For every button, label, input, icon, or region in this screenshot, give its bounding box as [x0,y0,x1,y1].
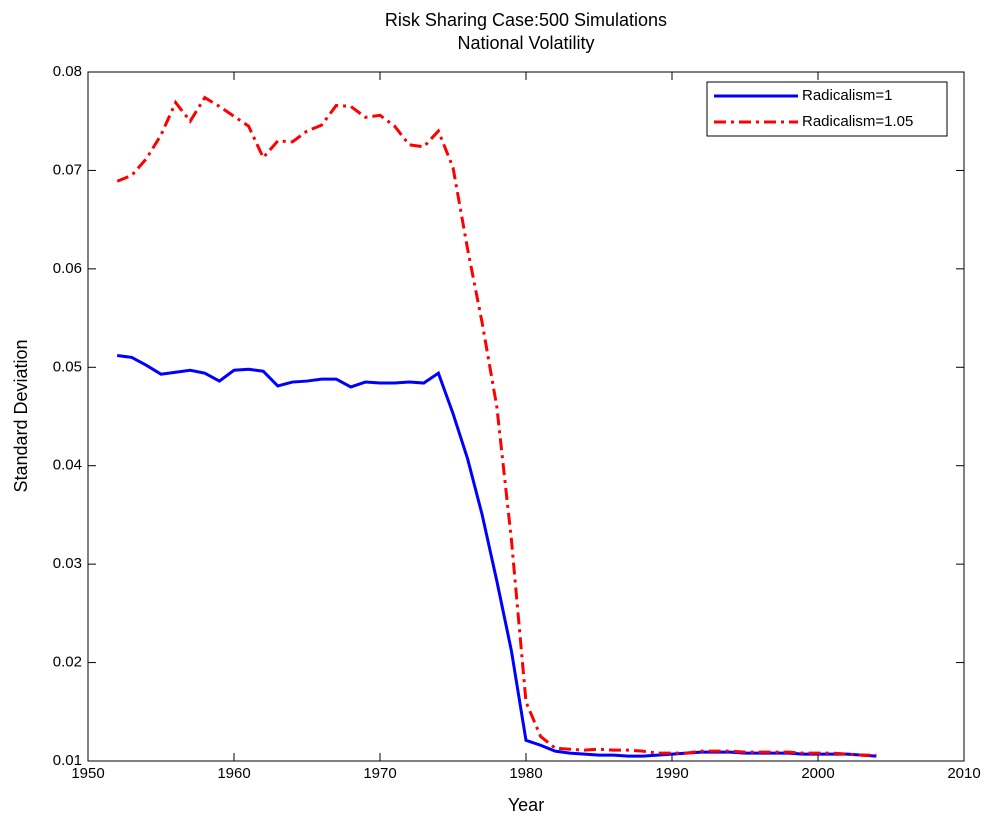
x-tick-label: 1980 [509,765,542,782]
y-tick-label: 0.04 [53,457,82,474]
y-tick-label: 0.01 [53,752,82,769]
x-tick-label: 2000 [801,765,834,782]
y-tick-label: 0.06 [53,260,82,277]
x-tick-label: 1960 [217,765,250,782]
y-tick-label: 0.03 [53,555,82,572]
y-tick-label: 0.08 [53,63,82,80]
plot-frame [87,71,965,762]
x-tick-label: 1990 [655,765,688,782]
line-series [116,95,877,757]
legend-box [706,81,948,137]
y-tick-label: 0.02 [53,654,82,671]
x-axis-label: Year [508,795,544,815]
x-tick-label: 2010 [947,765,980,782]
legend-label: Radicalism=1.05 [802,113,913,130]
legend-label: Radicalism=1 [802,87,892,104]
x-tick-label: 1950 [71,765,104,782]
y-tick-label: 0.05 [53,358,82,375]
y-tick-label: 0.07 [53,161,82,178]
y-axis-label: Standard Deviation [11,339,31,492]
chart-subtitle: National Volatility [457,33,594,53]
line-series [116,353,877,758]
chart-title: Risk Sharing Case:500 Simulations [385,10,667,30]
x-tick-label: 1970 [363,765,396,782]
